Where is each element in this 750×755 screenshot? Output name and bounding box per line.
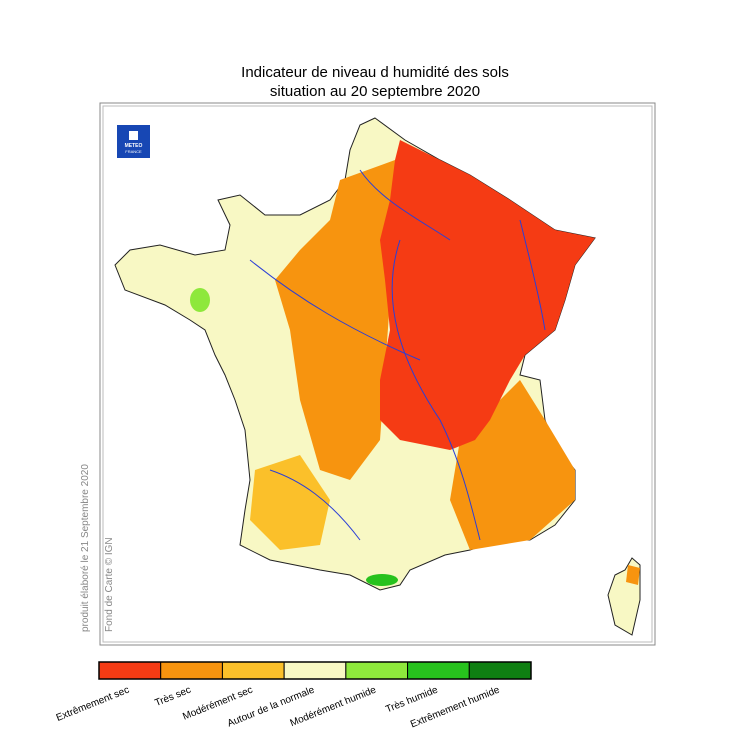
logo-icon xyxy=(129,131,138,140)
legend-swatch xyxy=(221,661,285,680)
wet-area xyxy=(190,288,210,312)
logo-text: FRANCE xyxy=(125,149,142,154)
logo-box xyxy=(117,125,150,158)
rivers xyxy=(249,169,546,541)
side-note: Fond de Carte © IGN xyxy=(104,537,115,632)
side-note: produit élaboré le 21 Septembre 2020 xyxy=(80,464,91,632)
river xyxy=(269,469,361,541)
river xyxy=(519,219,546,331)
map-frame xyxy=(99,102,656,646)
legend-swatch xyxy=(345,661,409,680)
dry-area xyxy=(275,160,395,480)
river xyxy=(391,239,481,541)
river xyxy=(249,259,421,361)
river xyxy=(359,169,451,241)
very-dry-area xyxy=(380,140,595,450)
legend-swatch xyxy=(98,661,162,680)
subtitle: situation au 20 septembre 2020 xyxy=(270,83,480,100)
title: Indicateur de niveau d humidité des sols xyxy=(241,64,509,81)
legend-swatch xyxy=(160,661,223,680)
wet-area xyxy=(366,574,398,586)
logo: METEO FRANCE xyxy=(117,125,150,158)
logo-text: METEO xyxy=(125,143,143,149)
dry-area xyxy=(250,455,330,550)
map-frame-inner xyxy=(102,105,653,643)
corsica-dry xyxy=(626,565,640,585)
map xyxy=(114,117,641,636)
legend-swatch xyxy=(468,661,532,680)
legend-swatch xyxy=(407,661,470,680)
legend-border xyxy=(98,661,532,680)
legend-swatch xyxy=(283,661,347,680)
